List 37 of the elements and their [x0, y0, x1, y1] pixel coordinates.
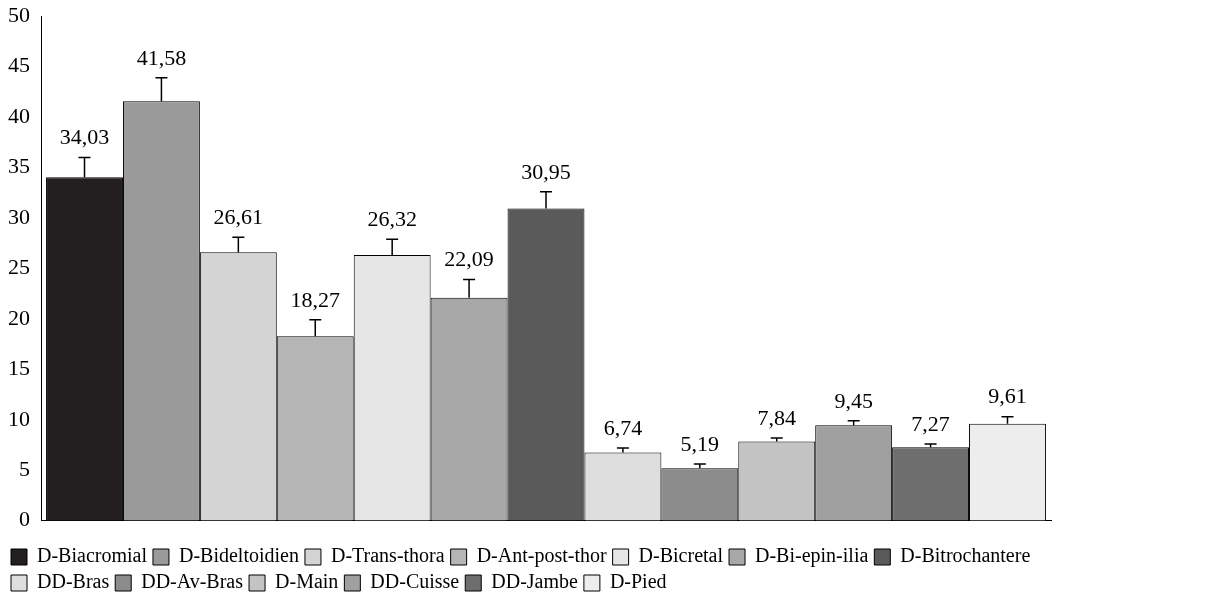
legend-label: D-Bitrochantere	[900, 544, 1031, 567]
legend-label: D-Bi-epin-ilia	[755, 544, 869, 568]
y-tick-label: 15	[8, 355, 30, 381]
y-tick-label: 25	[8, 254, 30, 280]
data-label: 41,58	[136, 44, 187, 70]
data-label: 30,95	[521, 158, 571, 184]
legend-label: D-Bicretal	[638, 544, 724, 567]
data-label: 18,27	[290, 286, 340, 312]
data-label: 22,09	[444, 246, 494, 272]
y-tick-label: 40	[8, 102, 30, 128]
legend-label: D-Main	[275, 570, 339, 593]
data-label: 7,27	[911, 410, 950, 436]
data-label: 26,32	[367, 205, 417, 231]
legend-label: D-Pied	[609, 570, 667, 593]
data-label: 5,19	[680, 430, 720, 456]
y-tick-label: 35	[8, 153, 30, 179]
y-tick-label: 10	[8, 405, 30, 431]
legend-label: DD-Av-Bras	[141, 570, 244, 593]
data-label: 9,61	[988, 383, 1027, 409]
legend-label: DD-Cuisse	[370, 570, 460, 593]
y-tick-label: 30	[8, 203, 30, 229]
y-tick-label: 5	[19, 455, 30, 481]
data-label: 7,84	[757, 404, 796, 430]
data-label: 9,45	[834, 387, 873, 413]
data-label: 34,03	[59, 124, 110, 150]
y-tick-label: 50	[8, 1, 30, 27]
legend-label: D-Bideltoidien	[178, 544, 299, 567]
legend-label: DD-Jambe	[491, 570, 578, 593]
data-label: 6,74	[603, 414, 643, 440]
legend-label: D-Trans-thora	[330, 544, 445, 567]
y-tick-label: 0	[19, 506, 30, 532]
legend-label: D-Biacromial	[37, 544, 148, 567]
y-tick-label: 45	[8, 52, 30, 78]
y-tick-label: 20	[8, 304, 30, 330]
data-label: 26,61	[213, 203, 264, 229]
legend-label: DD-Bras	[37, 570, 110, 593]
legend-label: D-Ant-post-thor	[476, 544, 607, 568]
